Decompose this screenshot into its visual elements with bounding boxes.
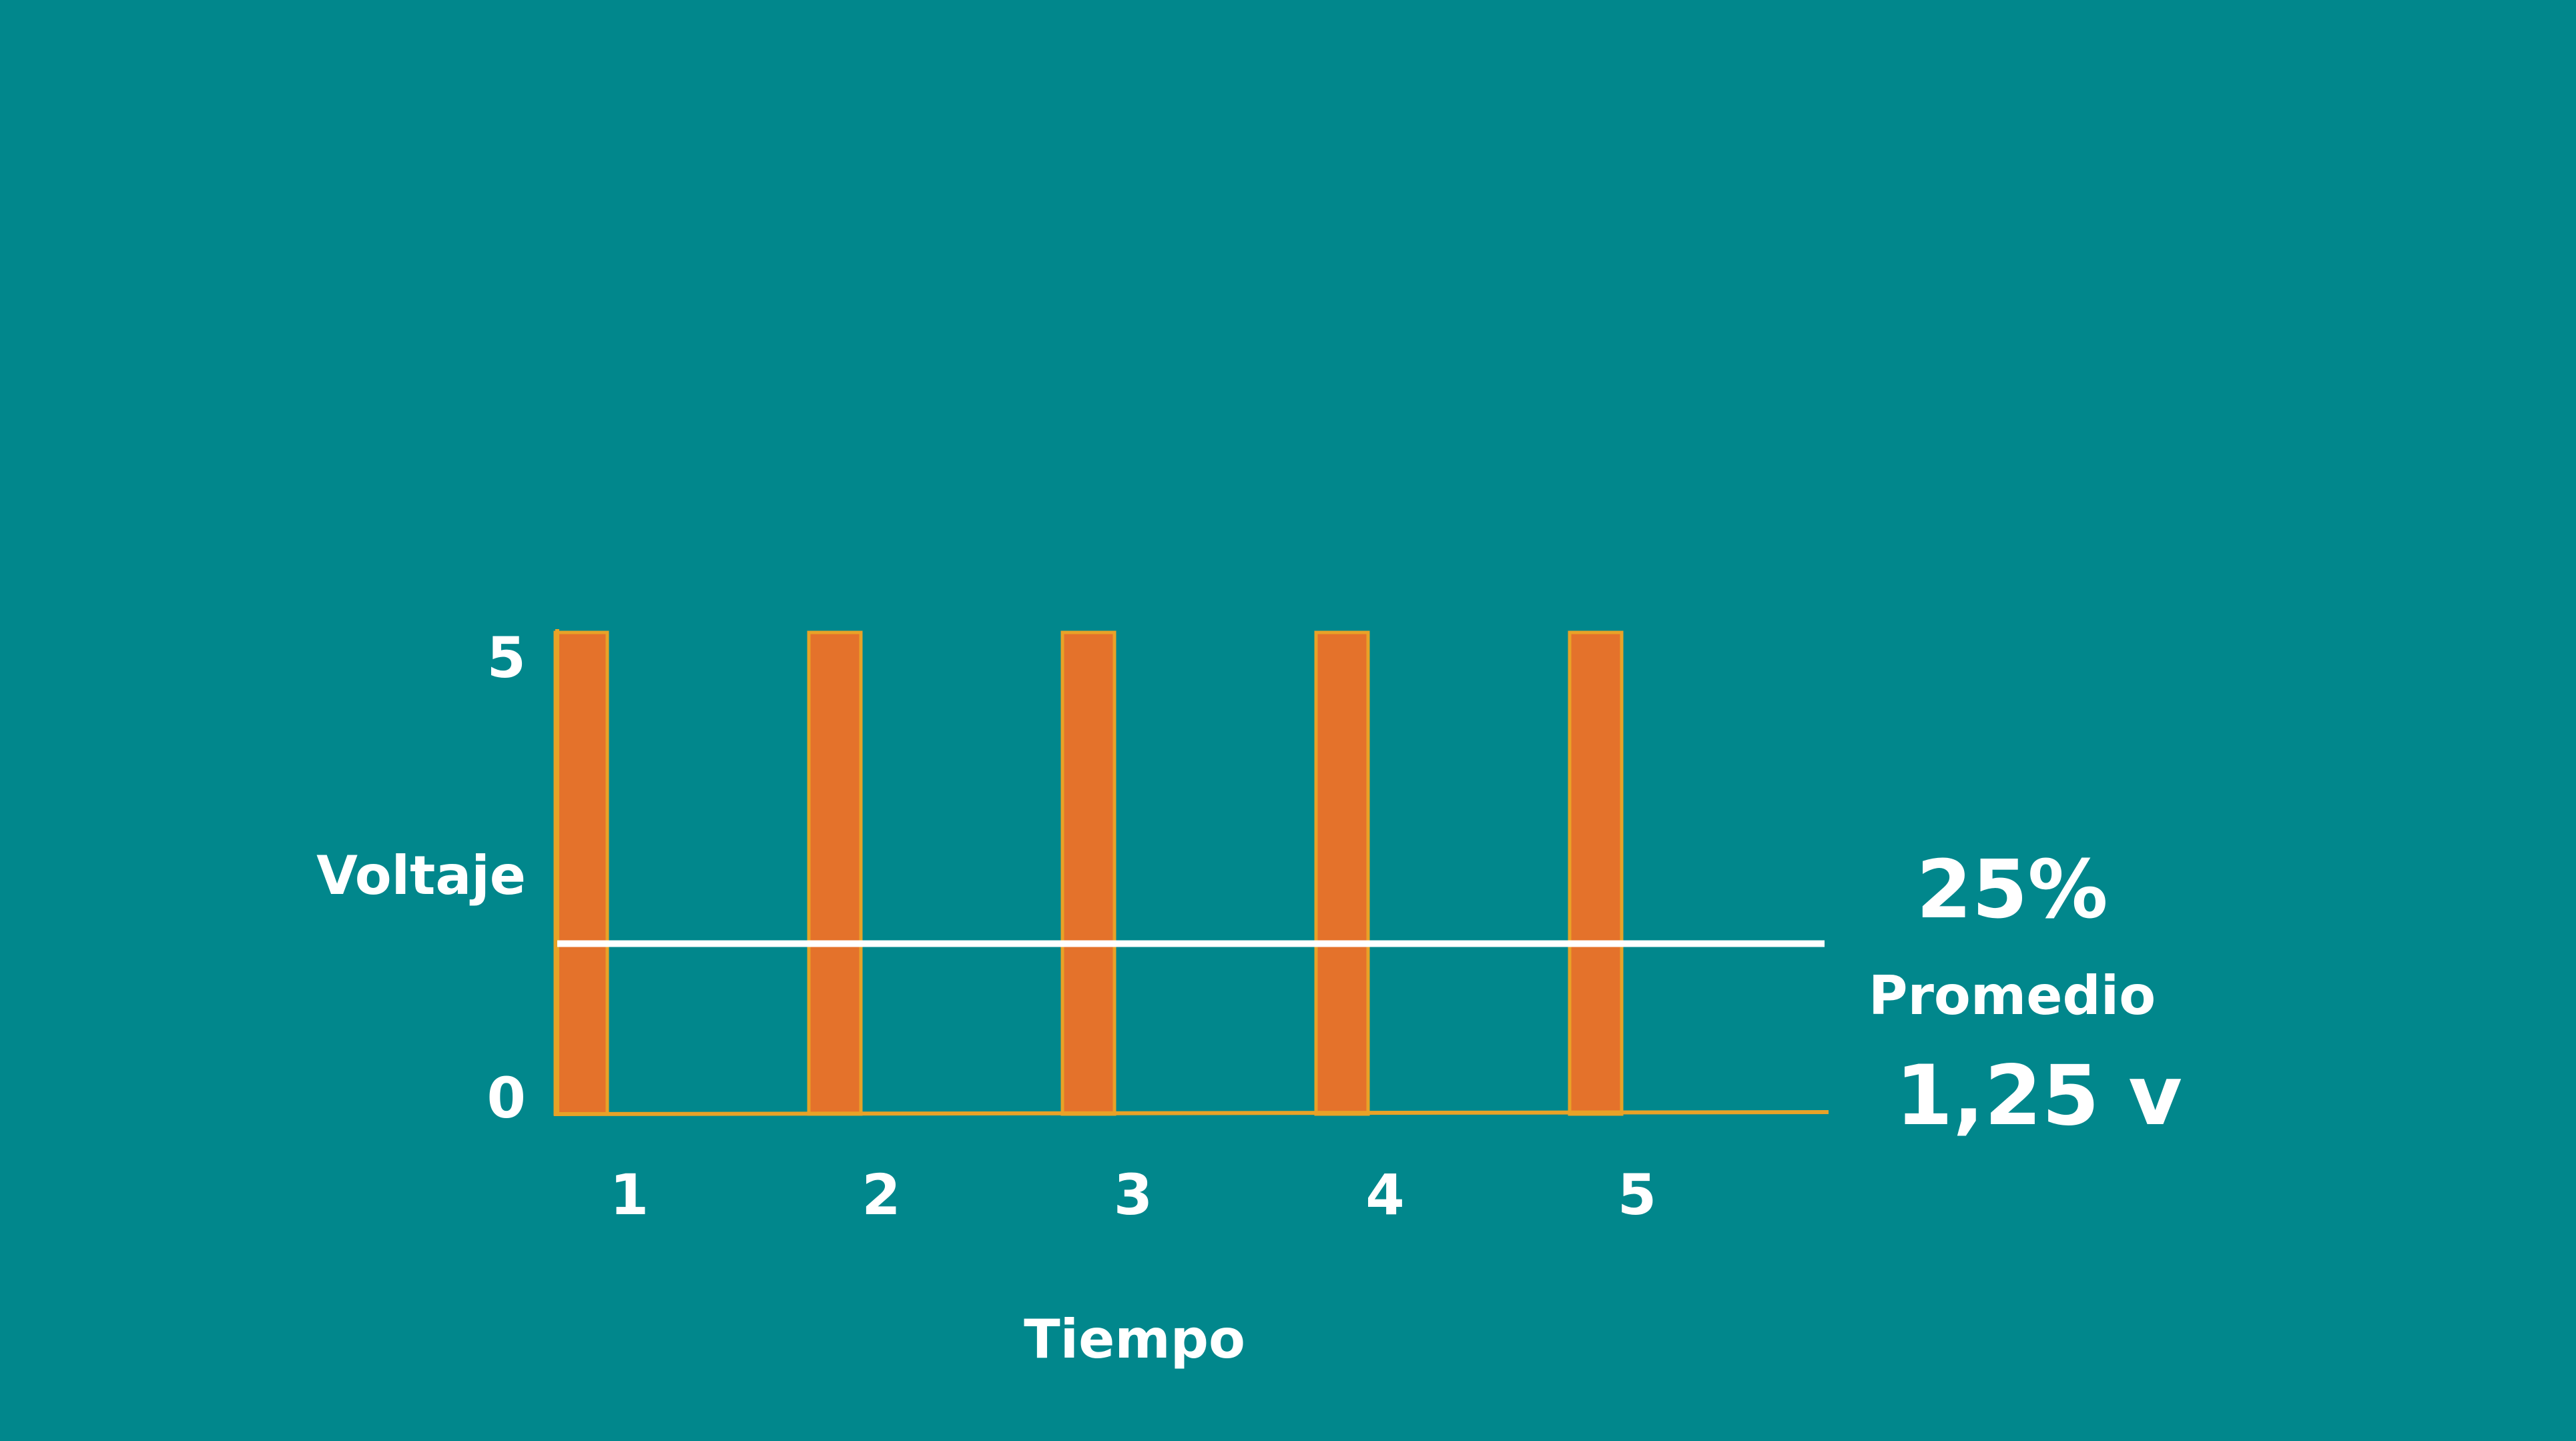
x-tick-label: 2 xyxy=(862,1162,900,1228)
y-axis-title: Voltaje xyxy=(316,845,526,907)
bar xyxy=(1314,630,1370,1116)
bars-layer xyxy=(553,630,1624,1116)
x-tick-labels: 1 2 3 4 5 xyxy=(610,1162,1656,1228)
x-tick-label: 5 xyxy=(1618,1162,1656,1228)
bar xyxy=(1568,630,1624,1116)
y-tick-label-min: 0 xyxy=(487,1065,526,1131)
x-axis-title: Tiempo xyxy=(1024,1308,1245,1370)
x-tick-label: 3 xyxy=(1114,1162,1153,1228)
bar xyxy=(807,630,863,1116)
average-label: Promedio xyxy=(1869,965,2156,1027)
x-axis-line xyxy=(553,1110,1829,1116)
x-tick-label: 1 xyxy=(610,1162,649,1228)
bar xyxy=(553,630,609,1116)
y-tick-label-max: 5 xyxy=(487,625,526,690)
x-tick-label: 4 xyxy=(1365,1162,1404,1228)
bar xyxy=(1060,630,1116,1116)
duty-cycle-percent: 25% xyxy=(1916,844,2108,937)
average-value: 1,25 v xyxy=(1895,1048,2182,1144)
